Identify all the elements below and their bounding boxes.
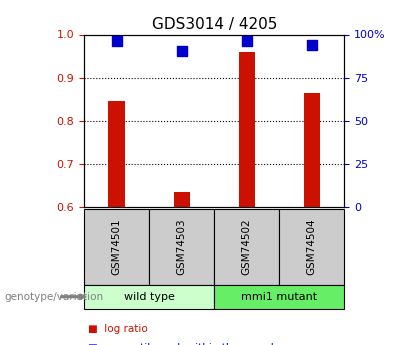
Text: wild type: wild type [123,292,175,302]
Bar [239,52,255,207]
Text: ■  log ratio: ■ log ratio [88,325,148,334]
Title: GDS3014 / 4205: GDS3014 / 4205 [152,17,277,32]
Point [309,42,315,48]
Bar [108,101,125,207]
Point [113,38,120,43]
Text: ■  percentile rank within the sample: ■ percentile rank within the sample [88,344,280,345]
Text: GSM74504: GSM74504 [307,218,317,275]
Text: GSM74503: GSM74503 [177,218,186,275]
Point [244,38,250,43]
Text: GSM74502: GSM74502 [242,218,252,275]
Text: GSM74501: GSM74501 [112,218,121,275]
Text: genotype/variation: genotype/variation [4,292,103,302]
Point [178,48,185,53]
Bar [173,192,190,207]
Bar [304,93,320,207]
Text: mmi1 mutant: mmi1 mutant [241,292,318,302]
